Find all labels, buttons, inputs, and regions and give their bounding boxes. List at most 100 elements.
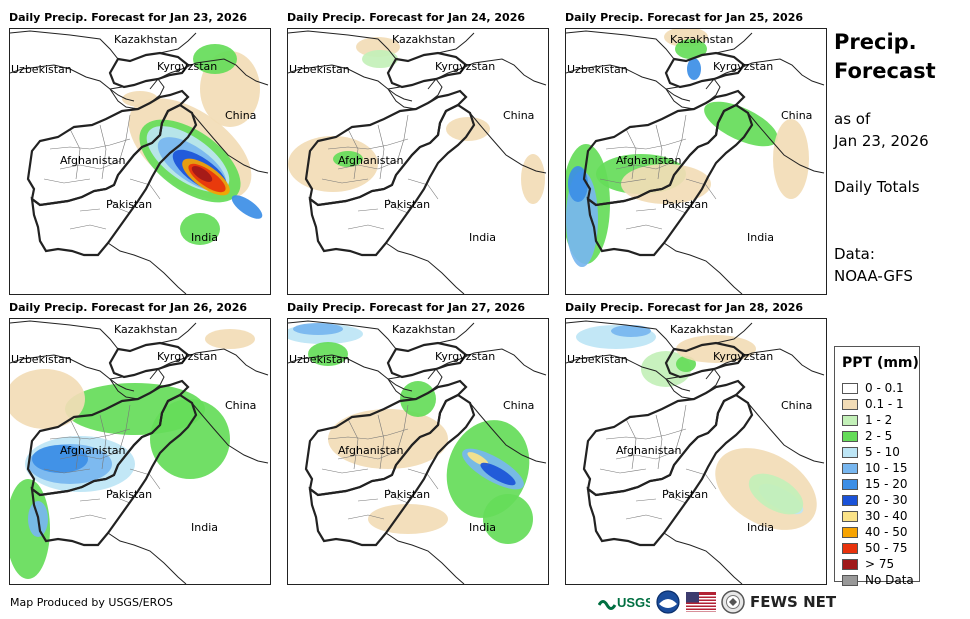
map-label-kyrgyzstan: Kyrgyzstan [713,350,774,363]
map-label-pakistan: Pakistan [106,198,153,211]
panel-title: Daily Precip. Forecast for Jan 28, 2026 [565,301,804,314]
sidebar-title: Precip. Forecast [834,28,936,86]
map-label-china: China [781,109,813,122]
country-border [469,402,547,464]
data-source-text: Data: NOAA-GFS [834,243,913,287]
map-label-kyrgyzstan: Kyrgyzstan [713,60,774,73]
state-dept-seal-icon [721,590,745,614]
legend-label: 0 - 0.1 [865,381,904,395]
legend-title: PPT (mm) [842,355,919,371]
internal-boundaries [43,404,131,474]
map-label-pakistan: Pakistan [662,198,709,211]
map-label-india: India [191,521,218,534]
internal-boundaries [347,178,439,230]
map-label-china: China [503,399,535,412]
precip-area [308,342,348,366]
precip-area [368,504,448,534]
legend-item: 50 - 75 [842,540,908,556]
fews-net-logo-text: FEWS NET [750,593,837,611]
precip-area [193,44,237,74]
afghanistan-outline [304,89,468,207]
us-flag-icon [686,592,716,612]
usgs-wave-icon: USGS [598,595,650,610]
country-border [705,348,825,380]
legend-item: 2 - 5 [842,428,892,444]
afghanistan-outline [26,379,190,497]
legend-item: No Data [842,572,914,588]
precip-area [205,329,255,349]
precip-legend: PPT (mm) 0 - 0.1 0.1 - 1 1 - 2 2 - 5 5 - 10 1… [834,346,920,587]
panel-title: Daily Precip. Forecast for Jan 24, 2026 [287,11,526,24]
afghanistan-outline [304,379,468,497]
country-border [288,354,413,392]
forecast-panel-jan25: Daily Precip. Forecast for Jan 25, 2026 … [565,11,827,296]
forecast-panel-jan24: Daily Precip. Forecast for Jan 24, 2026 … [287,11,549,296]
panel-title: Daily Precip. Forecast for Jan 25, 2026 [565,11,804,24]
legend-item: 40 - 50 [842,524,908,540]
internal-boundaries [43,114,131,184]
map-label-afghanistan: Afghanistan [338,154,404,167]
forecast-map: Kazakhstan Uzbekistan Kyrgyzstan China Afgha… [565,318,827,585]
precip-area [687,58,701,80]
map-label-kazakhstan: Kazakhstan [392,323,456,336]
map-label-india: India [747,521,774,534]
country-border [385,532,465,584]
forecast-panel-jan26: Daily Precip. Forecast for Jan 26, 2026 … [9,301,271,586]
sidebar-title-line2: Forecast [834,59,936,83]
precip-area [611,325,651,337]
map-label-india: India [469,521,496,534]
legend-swatch [842,494,858,506]
forecast-map: Kazakhstan Uzbekistan Kyrgyzstan China Afgha… [9,318,271,585]
noaa-logo-icon [656,590,680,614]
panel-title: Daily Precip. Forecast for Jan 23, 2026 [9,11,248,24]
legend-swatch [842,542,858,554]
legend-label: 5 - 10 [865,445,900,459]
legend-swatch [842,574,858,586]
afghanistan-outline [582,379,746,497]
legend-label: 10 - 15 [865,461,908,475]
internal-boundaries [625,468,717,520]
usgs-logo: USGS [598,592,650,612]
kyrgyzstan-outline [664,341,746,379]
legend-label: 30 - 40 [865,509,908,523]
country-border [566,64,691,102]
legend-swatch [842,430,858,442]
country-border [10,354,135,392]
map-label-uzbekistan: Uzbekistan [289,353,350,366]
precip-area [333,151,363,167]
legend-item: 5 - 10 [842,444,900,460]
internal-boundaries [69,468,161,520]
country-border [288,64,413,102]
as-of-date: Jan 23, 2026 [834,132,929,150]
legend-item: 10 - 15 [842,460,908,476]
internal-boundaries [321,114,409,184]
panel-title: Daily Precip. Forecast for Jan 26, 2026 [9,301,248,314]
country-border [663,532,743,584]
legend-item: > 75 [842,556,894,572]
data-label: Data: [834,245,875,263]
panel-title: Daily Precip. Forecast for Jan 27, 2026 [287,301,526,314]
as-of-text: as of Jan 23, 2026 [834,108,929,152]
country-border [747,112,825,174]
kyrgyzstan-outline [664,51,746,89]
map-canvas [566,29,825,294]
internal-boundaries [599,404,687,474]
kyrgyzstan-outline [386,341,468,379]
precip-area [150,399,230,479]
internal-boundaries [347,468,439,520]
country-border [149,348,269,380]
legend-label: > 75 [865,557,895,571]
map-label-china: China [781,399,813,412]
map-label-india: India [747,231,774,244]
forecast-map: Kazakhstan Uzbekistan Kyrgyzstan China Afgha… [565,28,827,295]
map-label-uzbekistan: Uzbekistan [11,63,72,76]
country-border [427,58,547,90]
country-border [469,112,547,174]
legend-swatch [842,398,858,410]
map-label-china: China [503,109,535,122]
legend-label: No Data [865,573,914,587]
map-canvas [566,320,825,584]
data-source: NOAA-GFS [834,267,913,285]
precip-area [676,356,696,372]
map-label-china: China [225,109,257,122]
